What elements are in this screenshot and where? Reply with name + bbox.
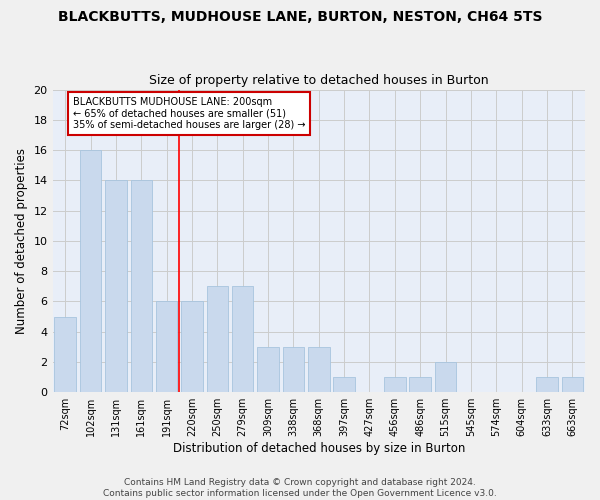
Bar <box>384 377 406 392</box>
Bar <box>536 377 558 392</box>
Title: Size of property relative to detached houses in Burton: Size of property relative to detached ho… <box>149 74 488 87</box>
X-axis label: Distribution of detached houses by size in Burton: Distribution of detached houses by size … <box>173 442 465 455</box>
Bar <box>435 362 457 392</box>
Bar <box>257 347 279 392</box>
Bar <box>283 347 304 392</box>
Bar <box>206 286 228 392</box>
Bar <box>55 316 76 392</box>
Bar <box>181 302 203 392</box>
Bar <box>232 286 253 392</box>
Text: BLACKBUTTS MUDHOUSE LANE: 200sqm
← 65% of detached houses are smaller (51)
35% o: BLACKBUTTS MUDHOUSE LANE: 200sqm ← 65% o… <box>73 97 305 130</box>
Y-axis label: Number of detached properties: Number of detached properties <box>15 148 28 334</box>
Bar <box>308 347 329 392</box>
Text: Contains HM Land Registry data © Crown copyright and database right 2024.
Contai: Contains HM Land Registry data © Crown c… <box>103 478 497 498</box>
Bar <box>562 377 583 392</box>
Bar <box>80 150 101 392</box>
Bar <box>105 180 127 392</box>
Text: BLACKBUTTS, MUDHOUSE LANE, BURTON, NESTON, CH64 5TS: BLACKBUTTS, MUDHOUSE LANE, BURTON, NESTO… <box>58 10 542 24</box>
Bar <box>156 302 178 392</box>
Bar <box>334 377 355 392</box>
Bar <box>131 180 152 392</box>
Bar <box>409 377 431 392</box>
